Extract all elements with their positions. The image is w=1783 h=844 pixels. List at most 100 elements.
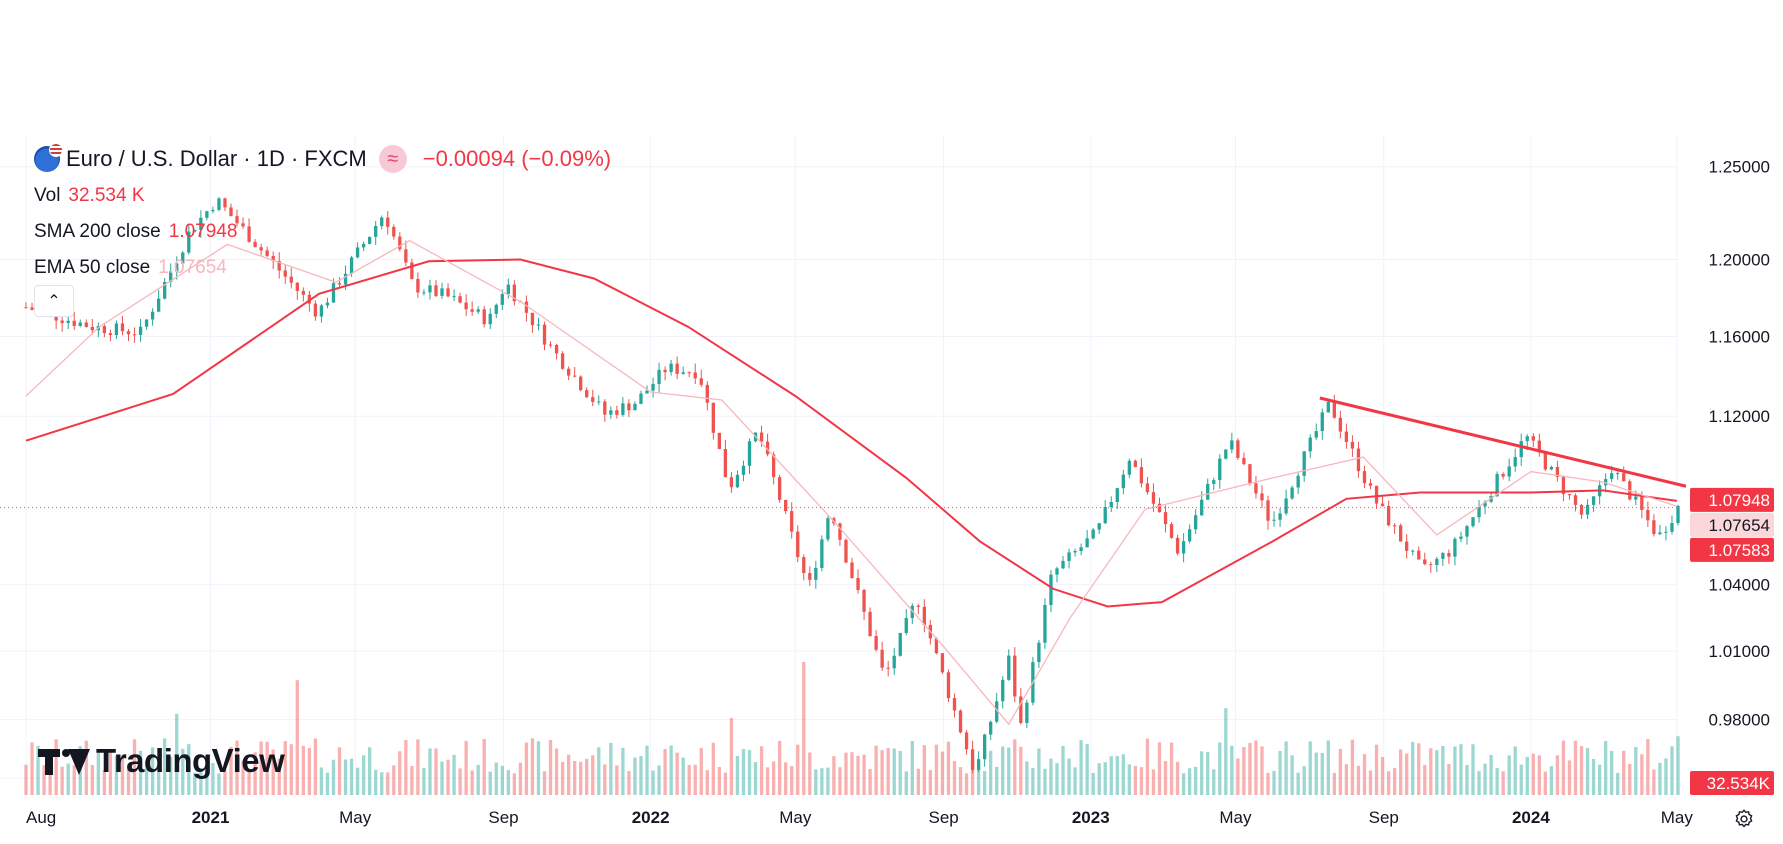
legend-collapse-button[interactable]: ⌃	[34, 285, 74, 317]
candle-body	[868, 611, 872, 637]
candle-body	[572, 375, 577, 377]
volume-bar	[452, 754, 456, 795]
candle-body	[1175, 537, 1180, 554]
price-label-ema: 1.07654	[1709, 516, 1770, 535]
volume-bars	[24, 662, 1680, 795]
candle-body	[1230, 440, 1234, 450]
price-label-last: 1.07583	[1709, 541, 1770, 560]
candle-body	[1254, 483, 1258, 494]
volume-bar	[585, 758, 589, 795]
candle-body	[597, 401, 601, 403]
volume-bar	[60, 766, 64, 795]
volume-bar	[1525, 756, 1529, 795]
volume-bar	[211, 762, 215, 795]
volume-bar	[1091, 772, 1095, 795]
volume-bar	[42, 765, 46, 795]
settings-gear-icon[interactable]	[1733, 808, 1755, 830]
candle-body	[440, 288, 444, 296]
volume-bar	[1067, 758, 1071, 795]
volume-bar	[1278, 751, 1282, 795]
ema-50-line	[25, 239, 1678, 726]
candle-body	[1610, 473, 1614, 480]
candle-body	[621, 403, 625, 415]
candle-body	[1374, 485, 1379, 504]
volume-bar	[199, 768, 203, 795]
volume-bar	[1398, 749, 1403, 795]
volume-bar	[591, 755, 595, 795]
volume-bar	[1465, 765, 1469, 795]
candle-body	[60, 320, 64, 324]
approx-icon: ≈	[378, 145, 407, 173]
volume-bar	[398, 751, 402, 795]
candle-body	[862, 590, 866, 612]
volume-bar	[54, 739, 58, 795]
ema-label: EMA 50 close	[34, 257, 151, 278]
volume-bar	[1362, 754, 1367, 795]
tradingview-logo[interactable]: TradingView	[38, 742, 285, 780]
candle-body	[1133, 460, 1138, 468]
trendline-resistance	[1319, 396, 1687, 488]
volume-bar	[814, 769, 818, 795]
volume-bar	[1579, 746, 1584, 795]
x-tick-label: 2023	[1072, 808, 1110, 827]
candle-body	[820, 539, 824, 568]
candle-body	[958, 710, 963, 733]
candle-body	[1163, 512, 1168, 525]
candle-body	[1525, 436, 1529, 442]
volume-bar	[1573, 740, 1578, 795]
volume-bar	[72, 765, 76, 795]
volume-bar	[1392, 768, 1397, 795]
volume-bar	[1175, 761, 1180, 795]
candle-body	[970, 749, 975, 770]
volume-bar	[1133, 765, 1138, 795]
volume-bar	[1374, 744, 1379, 795]
volume-bar	[114, 755, 119, 795]
volume-bar	[193, 772, 197, 795]
volume-bar	[838, 767, 842, 795]
candle-body	[1139, 467, 1144, 484]
volume-bar	[1302, 766, 1306, 795]
candle-body	[1543, 452, 1548, 470]
candle-body	[126, 331, 131, 335]
volume-bar	[253, 752, 257, 795]
candle-body	[223, 198, 227, 208]
symbol-row[interactable]: Euro / U.S. Dollar · 1D · FXCM ≈ −0.0009…	[34, 140, 611, 178]
candle-body	[1296, 475, 1300, 488]
legend-sma[interactable]: SMA 200 close 1.07948	[34, 214, 611, 250]
candle-body	[1200, 499, 1204, 516]
volume-bar	[217, 773, 221, 795]
legend-ema[interactable]: EMA 50 close 1.07654	[34, 250, 611, 286]
volume-bar	[446, 759, 450, 795]
volume-bar	[1284, 741, 1288, 795]
volume-bar	[187, 744, 191, 795]
volume-bar	[1483, 763, 1487, 795]
volume-bar	[1326, 740, 1330, 795]
volume-bar	[1441, 746, 1445, 795]
volume-bar	[1664, 758, 1668, 795]
volume-label: 32.534K	[1707, 774, 1771, 793]
candle-body	[802, 557, 806, 574]
volume-bar	[1531, 753, 1535, 795]
symbol-title[interactable]: Euro / U.S. Dollar · 1D · FXCM	[66, 146, 367, 171]
y-tick-label: 0.98000	[1709, 711, 1770, 730]
ema-value: 1.07654	[158, 257, 227, 278]
candle-body	[1272, 519, 1276, 521]
volume-bar	[150, 747, 155, 795]
candle-body	[374, 225, 378, 237]
volume-bar	[410, 766, 414, 795]
volume-bar	[259, 741, 263, 795]
candle-body	[934, 638, 939, 654]
volume-bar	[1230, 745, 1234, 795]
candle-body	[1338, 417, 1343, 432]
volume-bar	[458, 768, 462, 795]
volume-bar	[916, 768, 920, 795]
candle-body	[1085, 538, 1089, 548]
volume-bar	[771, 761, 776, 795]
legend-vol[interactable]: Vol 32.534 K	[34, 178, 611, 214]
candle-body	[1290, 487, 1294, 499]
candle-body	[723, 449, 728, 478]
volume-bar	[36, 745, 40, 795]
trendline[interactable]	[1319, 396, 1687, 488]
